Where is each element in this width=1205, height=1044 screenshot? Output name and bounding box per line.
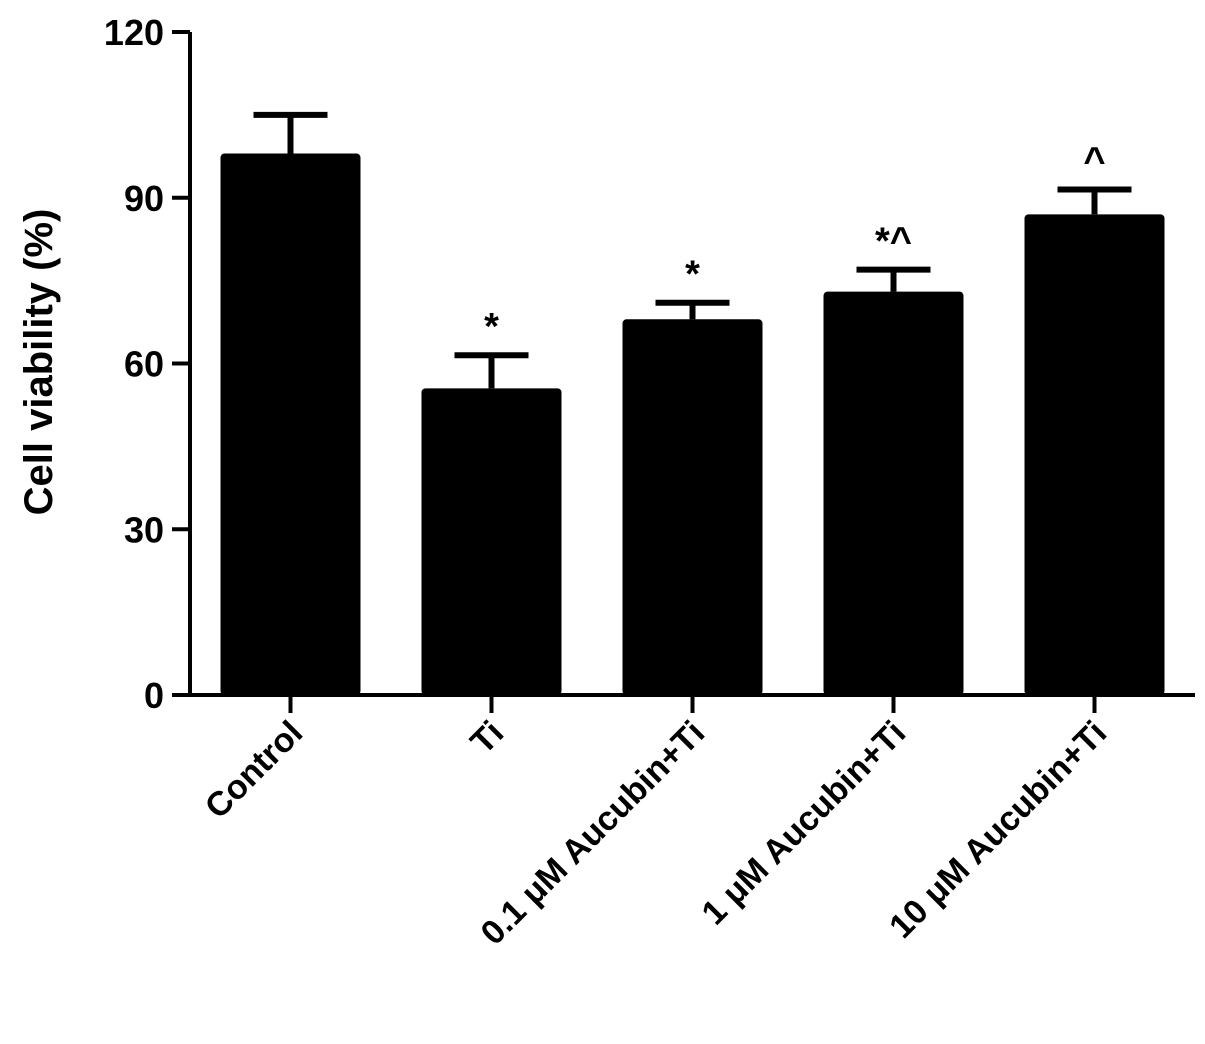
- bar: [622, 319, 763, 695]
- significance-label: *: [685, 254, 700, 296]
- bar: [220, 153, 361, 696]
- x-tick-label: Control: [198, 714, 310, 826]
- y-tick-label: 90: [124, 178, 164, 219]
- bar: [421, 388, 562, 695]
- x-tick-label: Ti: [463, 714, 511, 762]
- category-labels: Control Ti0.1 μM Aucubin+Ti1 μM Aucubin+T…: [198, 714, 1114, 953]
- x-tick-label: 0.1 μM Aucubin+Ti: [474, 714, 713, 953]
- significance-label: *^: [875, 221, 912, 263]
- y-tick-label: 120: [104, 12, 164, 53]
- significance-label: *: [484, 306, 499, 348]
- bar: [823, 291, 964, 695]
- x-tick-label: 1 μM Aucubin+Ti: [695, 714, 914, 933]
- x-tick-label: 10 μM Aucubin+Ti: [882, 714, 1114, 946]
- bars: * * *^ ^: [220, 111, 1165, 696]
- x-axis: [190, 693, 1195, 713]
- y-tick-label: 60: [124, 344, 164, 385]
- y-tick-label: 0: [144, 675, 164, 716]
- y-axis-title: Cell viability (%): [17, 209, 61, 516]
- y-axis: 0 30 60 90 120: [104, 12, 192, 716]
- significance-label: ^: [1083, 140, 1105, 182]
- y-tick-label: 30: [124, 509, 164, 550]
- bar: [1024, 214, 1165, 695]
